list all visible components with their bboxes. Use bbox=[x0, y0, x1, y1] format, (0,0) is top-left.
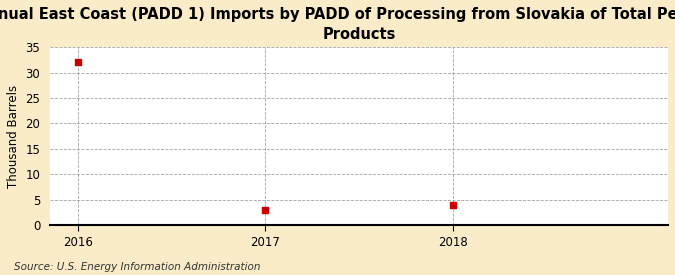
Title: Annual East Coast (PADD 1) Imports by PADD of Processing from Slovakia of Total : Annual East Coast (PADD 1) Imports by PA… bbox=[0, 7, 675, 42]
Point bbox=[448, 203, 458, 207]
Text: Source: U.S. Energy Information Administration: Source: U.S. Energy Information Administ… bbox=[14, 262, 260, 272]
Point bbox=[73, 60, 84, 65]
Point bbox=[260, 208, 271, 212]
Y-axis label: Thousand Barrels: Thousand Barrels bbox=[7, 85, 20, 188]
